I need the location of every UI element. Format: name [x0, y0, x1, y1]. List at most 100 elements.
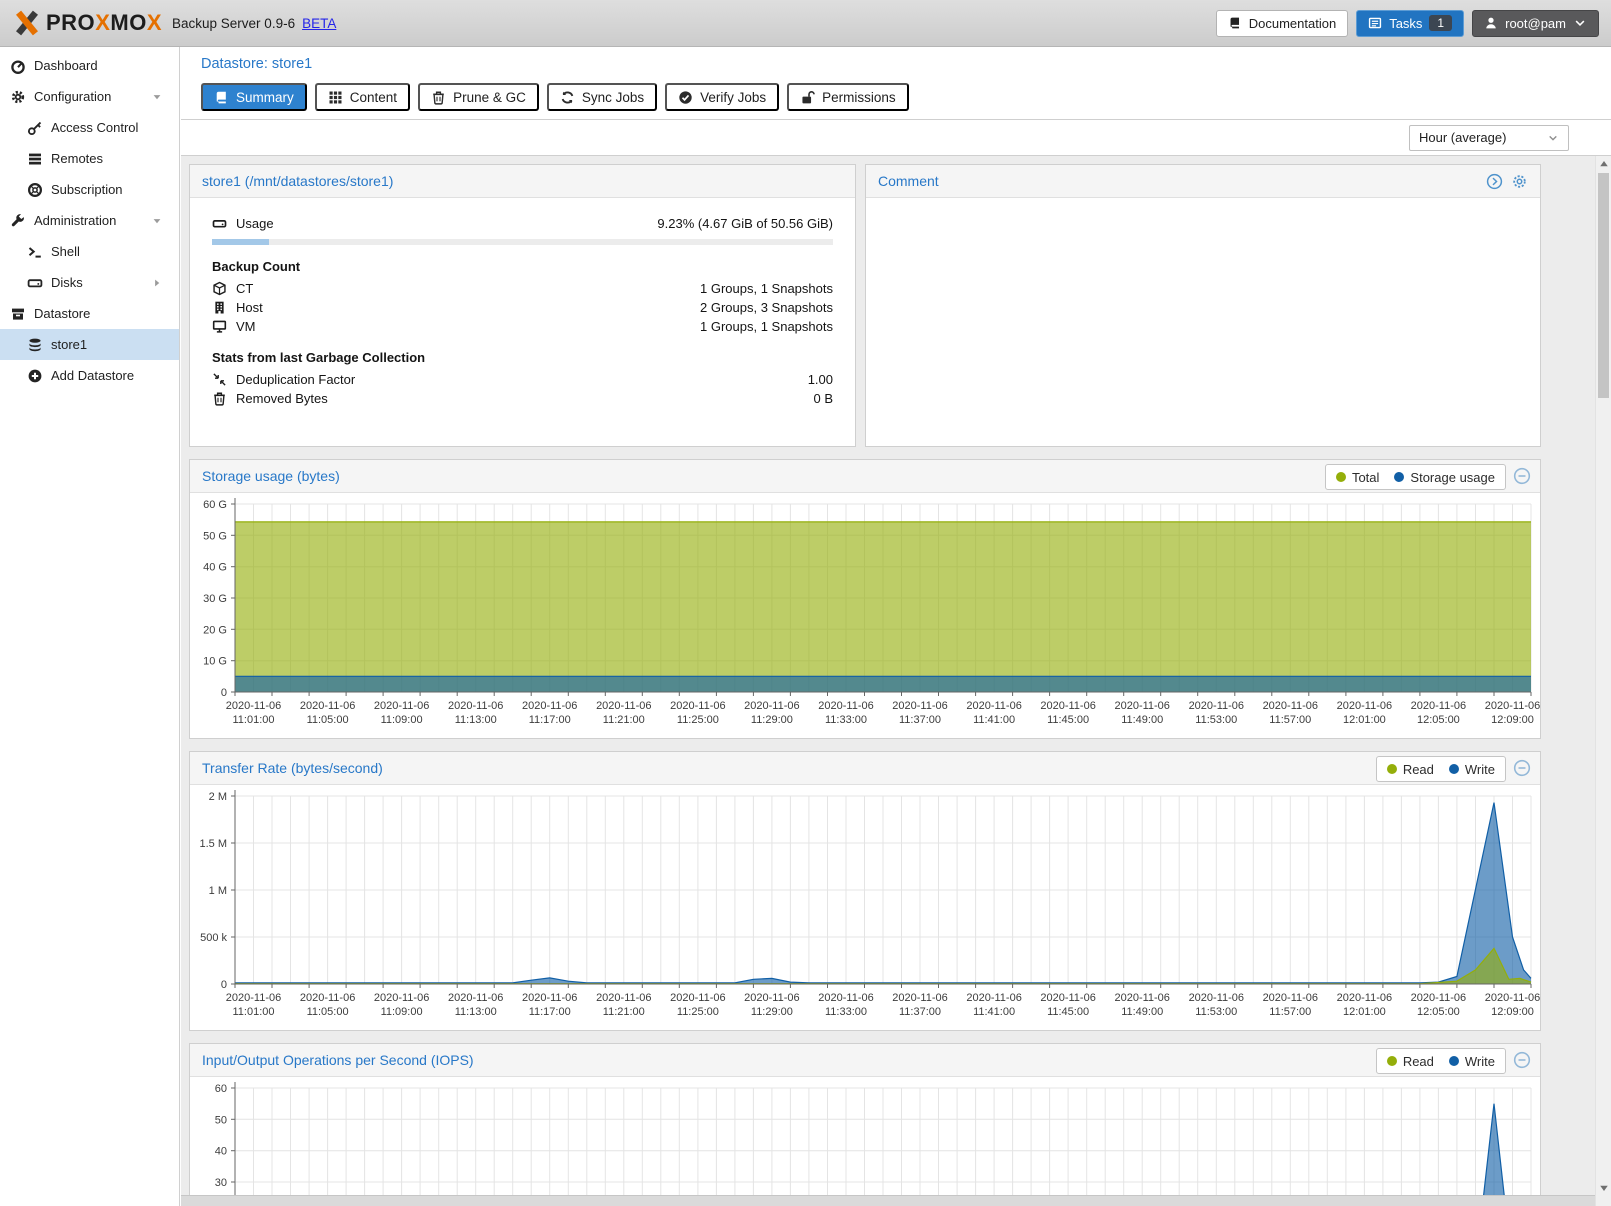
legend-item-read[interactable]: Read: [1386, 761, 1434, 777]
legend-label: Storage usage: [1410, 469, 1495, 485]
svg-text:2020-11-06: 2020-11-06: [1040, 700, 1095, 712]
svg-text:40 G: 40 G: [203, 562, 227, 574]
usage-progress-fill: [212, 239, 270, 245]
backup-count-rows: CT 1 Groups, 1 Snapshots Host 2 Groups, 3 S…: [212, 279, 833, 336]
legend-item-total[interactable]: Total: [1335, 469, 1380, 485]
vertical-scrollbar[interactable]: [1595, 156, 1611, 1206]
stat-label: VM: [236, 319, 256, 334]
tab-label: Content: [349, 89, 398, 105]
documentation-button[interactable]: Documentation: [1215, 9, 1349, 37]
timeframe-select[interactable]: Hour (average): [1409, 124, 1569, 151]
caret-down-icon: [151, 91, 163, 103]
sidebar-item-administration[interactable]: Administration: [0, 205, 179, 236]
collapse-chart-icon[interactable]: [1513, 1051, 1531, 1069]
svg-text:2020-11-06: 2020-11-06: [892, 992, 947, 1004]
scroll-down-icon[interactable]: [1598, 1182, 1610, 1194]
svg-text:2020-11-06: 2020-11-06: [1189, 700, 1244, 712]
hdd-icon: [212, 216, 227, 231]
grid-icon: [328, 90, 343, 105]
legend-item-write[interactable]: Write: [1448, 1053, 1495, 1069]
legend-label: Write: [1464, 1053, 1495, 1069]
sidebar-item-disks[interactable]: Disks: [0, 267, 179, 298]
gear-icon[interactable]: [1511, 173, 1528, 190]
svg-text:500 k: 500 k: [200, 932, 227, 944]
legend-item-write[interactable]: Write: [1448, 762, 1495, 777]
plus-circle-icon: [27, 368, 43, 384]
legend-dot: [1335, 472, 1346, 482]
chevron-right-circle-icon[interactable]: [1486, 173, 1503, 190]
horizontal-scrollbar[interactable]: [181, 1195, 1595, 1206]
stat-label: Host: [236, 300, 263, 315]
legend-item-storage-usage[interactable]: Storage usage: [1394, 470, 1495, 485]
sidebar-item-subscription[interactable]: Subscription: [0, 174, 179, 205]
support-icon: [27, 182, 43, 198]
scrollbar-thumb[interactable]: [1598, 173, 1609, 398]
svg-text:60 G: 60 G: [203, 499, 227, 511]
svg-text:11:09:00: 11:09:00: [381, 1006, 423, 1018]
legend-label: Total: [1351, 469, 1380, 485]
sidebar-item-add-datastore[interactable]: Add Datastore: [0, 360, 179, 391]
legend-label: Read: [1402, 761, 1434, 777]
sidebar: Dashboard Configuration Access Control Remo…: [0, 47, 180, 1206]
sidebar-item-configuration[interactable]: Configuration: [0, 81, 179, 112]
collapse-chart-icon[interactable]: [1513, 759, 1531, 777]
svg-text:2020-11-06: 2020-11-06: [1040, 992, 1095, 1004]
svg-text:20 G: 20 G: [203, 624, 227, 636]
svg-text:2020-11-06: 2020-11-06: [1411, 700, 1466, 712]
sidebar-item-label: Subscription: [51, 182, 123, 197]
svg-text:11:01:00: 11:01:00: [232, 714, 274, 726]
panel-title: store1 (/mnt/datastores/store1): [202, 173, 394, 189]
beta-link[interactable]: BETA: [302, 15, 337, 31]
svg-text:2020-11-06: 2020-11-06: [522, 992, 577, 1004]
dashboard-icon: [10, 58, 26, 74]
tab-label: Summary: [236, 89, 294, 105]
chart-legend: Read Write: [1375, 756, 1506, 782]
sidebar-item-access-control[interactable]: Access Control: [0, 112, 179, 143]
desktop-icon: [212, 319, 227, 334]
terminal-icon: [27, 244, 43, 260]
trash-icon: [212, 391, 227, 406]
sidebar-item-shell[interactable]: Shell: [0, 236, 179, 267]
svg-text:11:09:00: 11:09:00: [381, 714, 423, 726]
svg-text:11:25:00: 11:25:00: [677, 1006, 719, 1018]
stat-value: 1 Groups, 1 Snapshots: [700, 319, 833, 334]
scroll-up-icon[interactable]: [1598, 158, 1610, 170]
comment-panel-tools: [1486, 173, 1528, 190]
svg-text:60: 60: [215, 1083, 227, 1095]
svg-text:2020-11-06: 2020-11-06: [596, 700, 651, 712]
transfer-rate-chart-panel: Transfer Rate (bytes/second) Read Write 2…: [189, 751, 1541, 1031]
svg-text:11:25:00: 11:25:00: [677, 714, 719, 726]
tab-summary[interactable]: Summary: [201, 83, 307, 111]
tab-permissions[interactable]: Permissions: [787, 83, 909, 111]
sidebar-item-remotes[interactable]: Remotes: [0, 143, 179, 174]
sidebar-item-store1[interactable]: store1: [0, 329, 179, 360]
sidebar-item-label: store1: [51, 337, 88, 352]
toolbar: Hour (average): [181, 120, 1611, 156]
svg-text:2020-11-06: 2020-11-06: [374, 992, 429, 1004]
svg-text:1.5 M: 1.5 M: [199, 838, 227, 850]
collapse-chart-icon[interactable]: [1513, 467, 1531, 485]
svg-text:11:41:00: 11:41:00: [973, 1006, 1015, 1018]
proxmox-x-icon: [16, 10, 38, 36]
tasks-badge: 1: [1429, 15, 1453, 31]
main-area: Datastore: store1 Summary Content Prune & …: [181, 47, 1611, 1206]
tasks-button[interactable]: Tasks 1: [1356, 9, 1465, 37]
tab-verify-jobs[interactable]: Verify Jobs: [665, 83, 780, 111]
user-icon: [1484, 16, 1498, 30]
svg-text:30: 30: [215, 1177, 227, 1189]
legend-item-read[interactable]: Read: [1386, 1054, 1434, 1069]
svg-text:11:13:00: 11:13:00: [455, 714, 497, 726]
sidebar-item-datastore[interactable]: Datastore: [0, 298, 179, 329]
tab-content[interactable]: Content: [314, 83, 411, 111]
tab-label: Prune & GC: [453, 89, 526, 105]
tab-sync-jobs[interactable]: Sync Jobs: [546, 83, 658, 111]
svg-text:2020-11-06: 2020-11-06: [744, 700, 799, 712]
svg-text:11:53:00: 11:53:00: [1195, 1006, 1237, 1018]
cube-icon: [212, 281, 227, 296]
tab-prune-gc[interactable]: Prune & GC: [418, 83, 539, 111]
gc-stats-heading: Stats from last Garbage Collection: [212, 350, 426, 365]
sidebar-item-dashboard[interactable]: Dashboard: [0, 50, 179, 81]
user-menu-button[interactable]: root@pam: [1472, 9, 1599, 37]
